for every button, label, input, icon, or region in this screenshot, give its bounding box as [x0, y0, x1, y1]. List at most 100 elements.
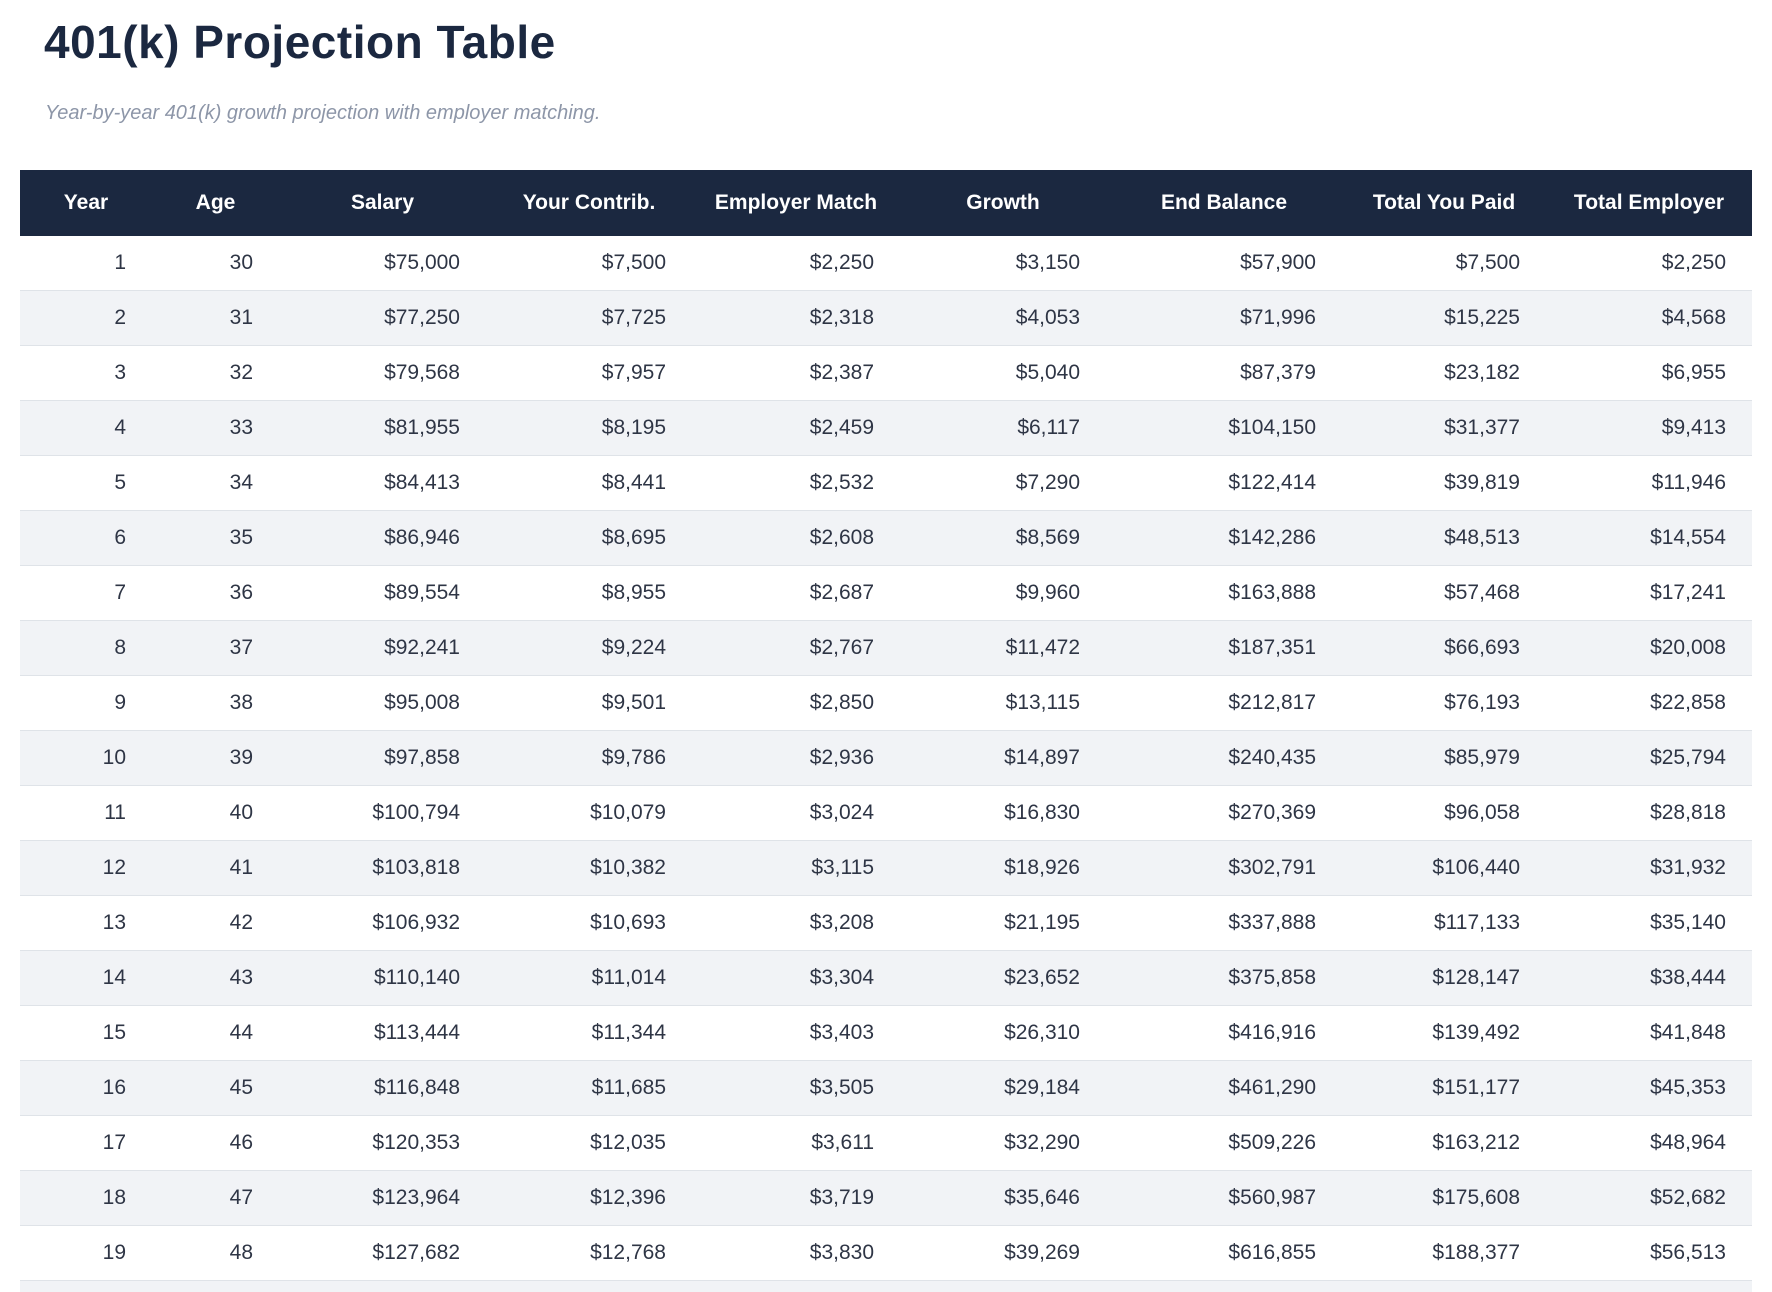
- table-cell: $270,369: [1228, 800, 1316, 824]
- table-cell: $56,513: [1650, 1240, 1726, 1264]
- table-cell: $18,926: [1004, 855, 1080, 879]
- column-header: Employer Match: [692, 169, 900, 236]
- table-cell: 3: [114, 360, 126, 384]
- table-cell: $9,786: [601, 745, 666, 769]
- table-cell: 38: [229, 690, 253, 714]
- table-row: 14 43 $110,140 $11,014 $3,304 $23,652 $375,858…: [20, 950, 1752, 1006]
- table-cell: $21,195: [1004, 910, 1080, 934]
- table-cell: $120,353: [372, 1130, 460, 1154]
- table-cell: $3,024: [809, 800, 874, 824]
- table-cell: $3,150: [1015, 250, 1080, 274]
- table-cell: $97,858: [384, 745, 460, 769]
- table-cell: $31,377: [1444, 415, 1520, 439]
- table-cell: $560,987: [1228, 1185, 1316, 1209]
- table-cell: 10: [102, 745, 126, 769]
- table-cell: $7,500: [601, 250, 666, 274]
- table-cell: $89,554: [384, 580, 460, 604]
- table-cell: $461,290: [1228, 1075, 1316, 1099]
- column-header: Salary: [279, 169, 486, 236]
- table-cell: $3,304: [809, 965, 874, 989]
- table-cell: 14: [102, 965, 126, 989]
- table-cell: $12,768: [590, 1240, 666, 1264]
- table-cell: 13: [102, 910, 126, 934]
- table-cell: $9,224: [601, 635, 666, 659]
- table-row: 12 41 $103,818 $10,382 $3,115 $18,926 $302,791…: [20, 840, 1752, 896]
- table-cell: $3,115: [811, 855, 874, 879]
- table-cell: 40: [229, 800, 253, 824]
- column-header: End Balance: [1106, 169, 1342, 236]
- table-row: 18 47 $123,964 $12,396 $3,719 $35,646 $560,987…: [20, 1170, 1752, 1226]
- table-cell: $416,916: [1228, 1020, 1316, 1044]
- table-row: 6 35 $86,946 $8,695 $2,608 $8,569 $142,286 $48,…: [20, 510, 1752, 566]
- table-cell: 16: [102, 1075, 126, 1099]
- table-cell: $3,208: [809, 910, 874, 934]
- table-cell: $22,858: [1650, 690, 1726, 714]
- table-cell: $139,492: [1432, 1020, 1520, 1044]
- table-cell: $7,290: [1015, 470, 1080, 494]
- table-cell: 18: [102, 1185, 126, 1209]
- table-cell: $10,382: [590, 855, 666, 879]
- table-cell: $35,140: [1650, 910, 1726, 934]
- table-row: 2 31 $77,250 $7,725 $2,318 $4,053 $71,996 $15,2…: [20, 290, 1752, 346]
- table-cell: $20,008: [1650, 635, 1726, 659]
- table-row: 11 40 $100,794 $10,079 $3,024 $16,830 $270,369…: [20, 785, 1752, 841]
- table-cell: 33: [229, 415, 253, 439]
- table-cell: $76,193: [1444, 690, 1520, 714]
- table-cell: $616,855: [1228, 1240, 1316, 1264]
- table-cell: $122,414: [1228, 470, 1316, 494]
- table-cell: 39: [229, 745, 253, 769]
- table-cell: $103,818: [372, 855, 460, 879]
- table-cell: $66,693: [1444, 635, 1520, 659]
- table-cell: $92,241: [384, 635, 460, 659]
- table-row-partial: [20, 1280, 1752, 1292]
- table-cell: 37: [229, 635, 253, 659]
- projection-table: Year Age Salary Your Contrib. Employer Match…: [20, 169, 1752, 1292]
- table-cell: $11,014: [591, 965, 666, 989]
- page: 401(k) Projection Table Year-by-year 401…: [0, 16, 1772, 1292]
- table-cell: $2,250: [809, 250, 874, 274]
- table-cell: $12,035: [590, 1130, 666, 1154]
- table-cell: $2,459: [809, 415, 874, 439]
- table-cell: $39,819: [1444, 470, 1520, 494]
- table-cell: $240,435: [1228, 745, 1316, 769]
- table-row: 3 32 $79,568 $7,957 $2,387 $5,040 $87,379 $23,1…: [20, 345, 1752, 401]
- table-cell: $23,652: [1004, 965, 1080, 989]
- table-cell: $26,310: [1004, 1020, 1080, 1044]
- table-cell: $188,377: [1432, 1240, 1520, 1264]
- table-cell: $23,182: [1444, 360, 1520, 384]
- table-cell: $57,468: [1444, 580, 1520, 604]
- table-cell: 44: [229, 1020, 253, 1044]
- table-row: 8 37 $92,241 $9,224 $2,767 $11,472 $187,351 $66…: [20, 620, 1752, 676]
- table-cell: $35,646: [1004, 1185, 1080, 1209]
- table-cell: $75,000: [384, 250, 460, 274]
- table-cell: 12: [102, 855, 126, 879]
- table-cell: $4,568: [1661, 305, 1726, 329]
- table-cell: 7: [114, 580, 126, 604]
- table-cell: $2,608: [809, 525, 874, 549]
- table-cell: $106,440: [1432, 855, 1520, 879]
- table-cell: $123,964: [372, 1185, 460, 1209]
- table-cell: 9: [114, 690, 126, 714]
- table-cell: $8,695: [601, 525, 666, 549]
- table-cell: 32: [229, 360, 253, 384]
- table-cell: $7,957: [601, 360, 666, 384]
- table-cell: $11,685: [591, 1075, 666, 1099]
- table-cell: 2: [114, 305, 126, 329]
- table-cell: $85,979: [1444, 745, 1520, 769]
- table-cell: $104,150: [1228, 415, 1316, 439]
- table-cell: $3,830: [809, 1240, 874, 1264]
- table-cell: $38,444: [1650, 965, 1726, 989]
- table-cell: $48,513: [1444, 525, 1520, 549]
- table-cell: $163,888: [1228, 580, 1316, 604]
- table-cell: $8,955: [601, 580, 666, 604]
- table-cell: 41: [229, 855, 253, 879]
- table-cell: $7,725: [601, 305, 666, 329]
- table-cell: 35: [229, 525, 253, 549]
- table-cell: $15,225: [1444, 305, 1520, 329]
- table-cell: $45,353: [1650, 1075, 1726, 1099]
- table-cell: [1106, 1280, 1342, 1292]
- table-cell: $110,140: [373, 965, 460, 989]
- table-cell: $14,897: [1004, 745, 1080, 769]
- table-row: 13 42 $106,932 $10,693 $3,208 $21,195 $337,888…: [20, 895, 1752, 951]
- page-title: 401(k) Projection Table: [44, 16, 556, 68]
